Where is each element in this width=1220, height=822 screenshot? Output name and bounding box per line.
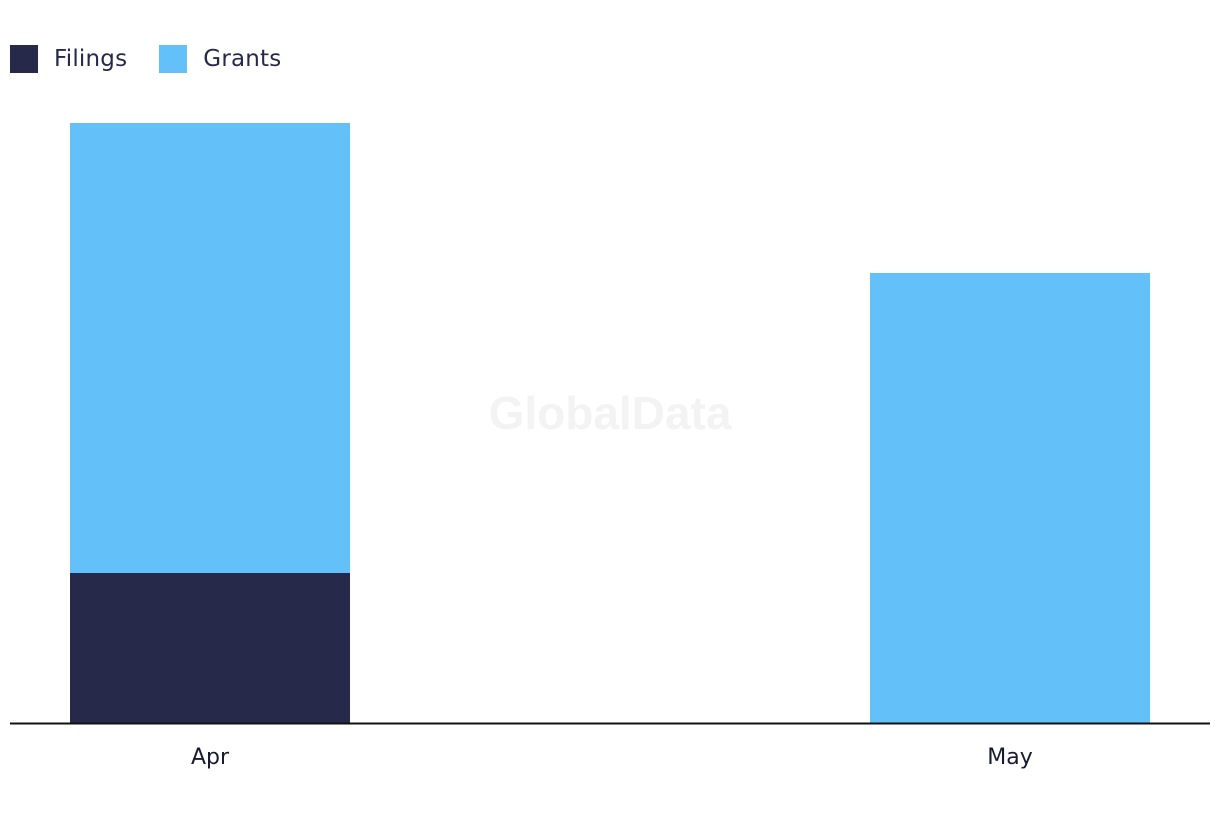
legend-item-filings[interactable]: Filings — [10, 45, 127, 73]
x-tick-label-apr: Apr — [191, 745, 230, 770]
chart-legend: Filings Grants — [10, 44, 313, 74]
bar-grants-may[interactable] — [870, 273, 1150, 723]
legend-swatch-grants — [159, 45, 188, 73]
legend-label-grants: Grants — [203, 46, 282, 72]
legend-item-grants[interactable]: Grants — [159, 45, 281, 73]
bar-filings-apr[interactable] — [70, 573, 350, 723]
legend-swatch-filings — [10, 45, 38, 73]
x-tick-label-may: May — [987, 745, 1032, 770]
legend-label-filings: Filings — [54, 46, 128, 72]
bar-grants-apr[interactable] — [70, 123, 350, 573]
